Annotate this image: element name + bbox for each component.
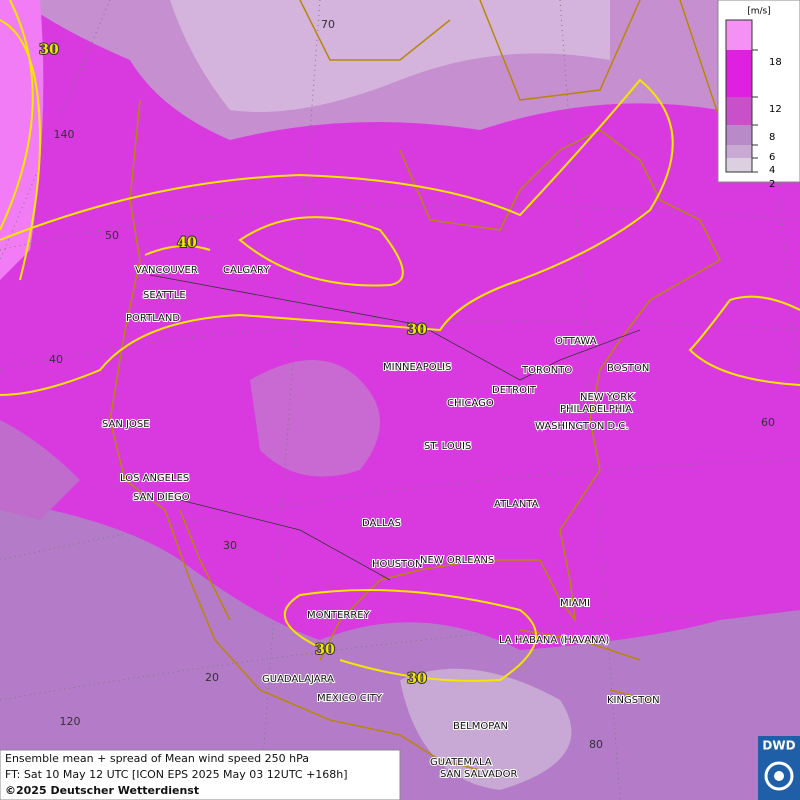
- city-label: OTTAWA: [555, 336, 597, 347]
- graticule-label: 50: [105, 229, 119, 242]
- city-label: NEW ORLEANS: [420, 555, 494, 566]
- contour-label: 30: [407, 322, 427, 338]
- city-label: SEATTLE: [143, 290, 186, 301]
- legend-level: 2: [769, 179, 775, 190]
- caption-line: Ensemble mean + spread of Mean wind spee…: [5, 752, 309, 765]
- mid-speed-area: [0, 420, 80, 520]
- city-label: GUADALAJARA: [262, 674, 334, 685]
- city-label: SAN DIEGO: [133, 492, 190, 503]
- city-label: CALGARY: [223, 265, 270, 276]
- caption: Ensemble mean + spread of Mean wind spee…: [0, 749, 401, 800]
- borders: [149, 274, 641, 581]
- legend-swatch: [726, 125, 752, 145]
- logo-swirl: [774, 771, 784, 781]
- city-label: MIAMI: [560, 598, 590, 609]
- city-label: PORTLAND: [126, 313, 180, 324]
- city-label: DALLAS: [362, 518, 401, 529]
- graticule-label: 120: [60, 715, 81, 728]
- legend-level: 8: [769, 132, 775, 143]
- city-label: ATLANTA: [494, 499, 539, 510]
- graticule-label: 40: [49, 353, 63, 366]
- legend-swatch: [726, 20, 752, 50]
- city-label: TORONTO: [521, 365, 572, 376]
- legend-level: 6: [769, 152, 775, 163]
- contour-label: 30: [315, 642, 335, 658]
- coastlines: [109, 0, 721, 771]
- contour-label: 30: [407, 671, 427, 687]
- labels: VANCOUVER CALGARY SEATTLE PORTLAND SAN JOSE L…: [38, 18, 775, 781]
- legend-frame: [725, 19, 753, 173]
- legend: [m/s] 18 12 8 6 4 2: [717, 0, 800, 190]
- graticule-label: 70: [321, 18, 335, 31]
- city-label: MONTERREY: [307, 610, 371, 621]
- city-label: VANCOUVER: [135, 265, 198, 276]
- contour-lines: [0, 0, 800, 682]
- mid-speed-area: [250, 360, 380, 477]
- city-label: NEW YORK: [580, 392, 634, 403]
- city-label: WASHINGTON D.C.: [535, 421, 629, 432]
- low-speed-area: [0, 500, 800, 800]
- legend-swatch: [726, 145, 752, 158]
- caption-box: [0, 749, 401, 800]
- graticule-label: 80: [589, 738, 603, 751]
- city-label: HOUSTON: [372, 559, 423, 570]
- city-label: DETROIT: [492, 385, 537, 396]
- city-label: LA HABANA (HAVANA): [499, 635, 609, 646]
- legend-unit: [m/s]: [747, 7, 771, 17]
- legend-swatch: [726, 50, 752, 97]
- dwd-logo: DWD: [758, 736, 800, 800]
- contour-label: 40: [177, 235, 197, 251]
- contour-label: 30: [39, 42, 59, 58]
- city-label: BOSTON: [607, 363, 649, 374]
- graticule-label: 140: [54, 128, 75, 141]
- logo-text: DWD: [762, 739, 795, 753]
- city-label: SAN SALVADOR: [440, 769, 517, 780]
- low-speed-area: [400, 668, 572, 790]
- low-speed-area: [170, 0, 610, 112]
- graticule-label: 30: [223, 539, 237, 552]
- legend-swatch: [726, 158, 752, 172]
- caption-line: ©2025 Deutscher Wetterdienst: [5, 784, 199, 797]
- city-label: LOS ANGELES: [120, 473, 189, 484]
- city-label: KINGSTON: [607, 695, 660, 706]
- city-label: SAN JOSE: [102, 419, 150, 430]
- legend-swatch: [726, 97, 752, 125]
- graticule-label: 60: [761, 416, 775, 429]
- city-label: MINNEAPOLIS: [383, 362, 451, 373]
- city-label: GUATEMALA: [430, 757, 492, 768]
- city-label: BELMOPAN: [453, 721, 508, 732]
- legend-level: 4: [769, 165, 775, 176]
- caption-line: FT: Sat 10 May 12 UTC [ICON EPS 2025 May…: [5, 768, 348, 781]
- logo-swirl: [764, 761, 794, 791]
- city-label: MEXICO CITY: [317, 693, 383, 704]
- legend-level: 18: [769, 57, 782, 68]
- city-label: PHILADELPHIA: [560, 404, 632, 415]
- graticule-label: 20: [205, 671, 219, 684]
- city-label: ST. LOUIS: [424, 441, 471, 452]
- city-label: CHICAGO: [447, 398, 494, 409]
- legend-level: 12: [769, 104, 782, 115]
